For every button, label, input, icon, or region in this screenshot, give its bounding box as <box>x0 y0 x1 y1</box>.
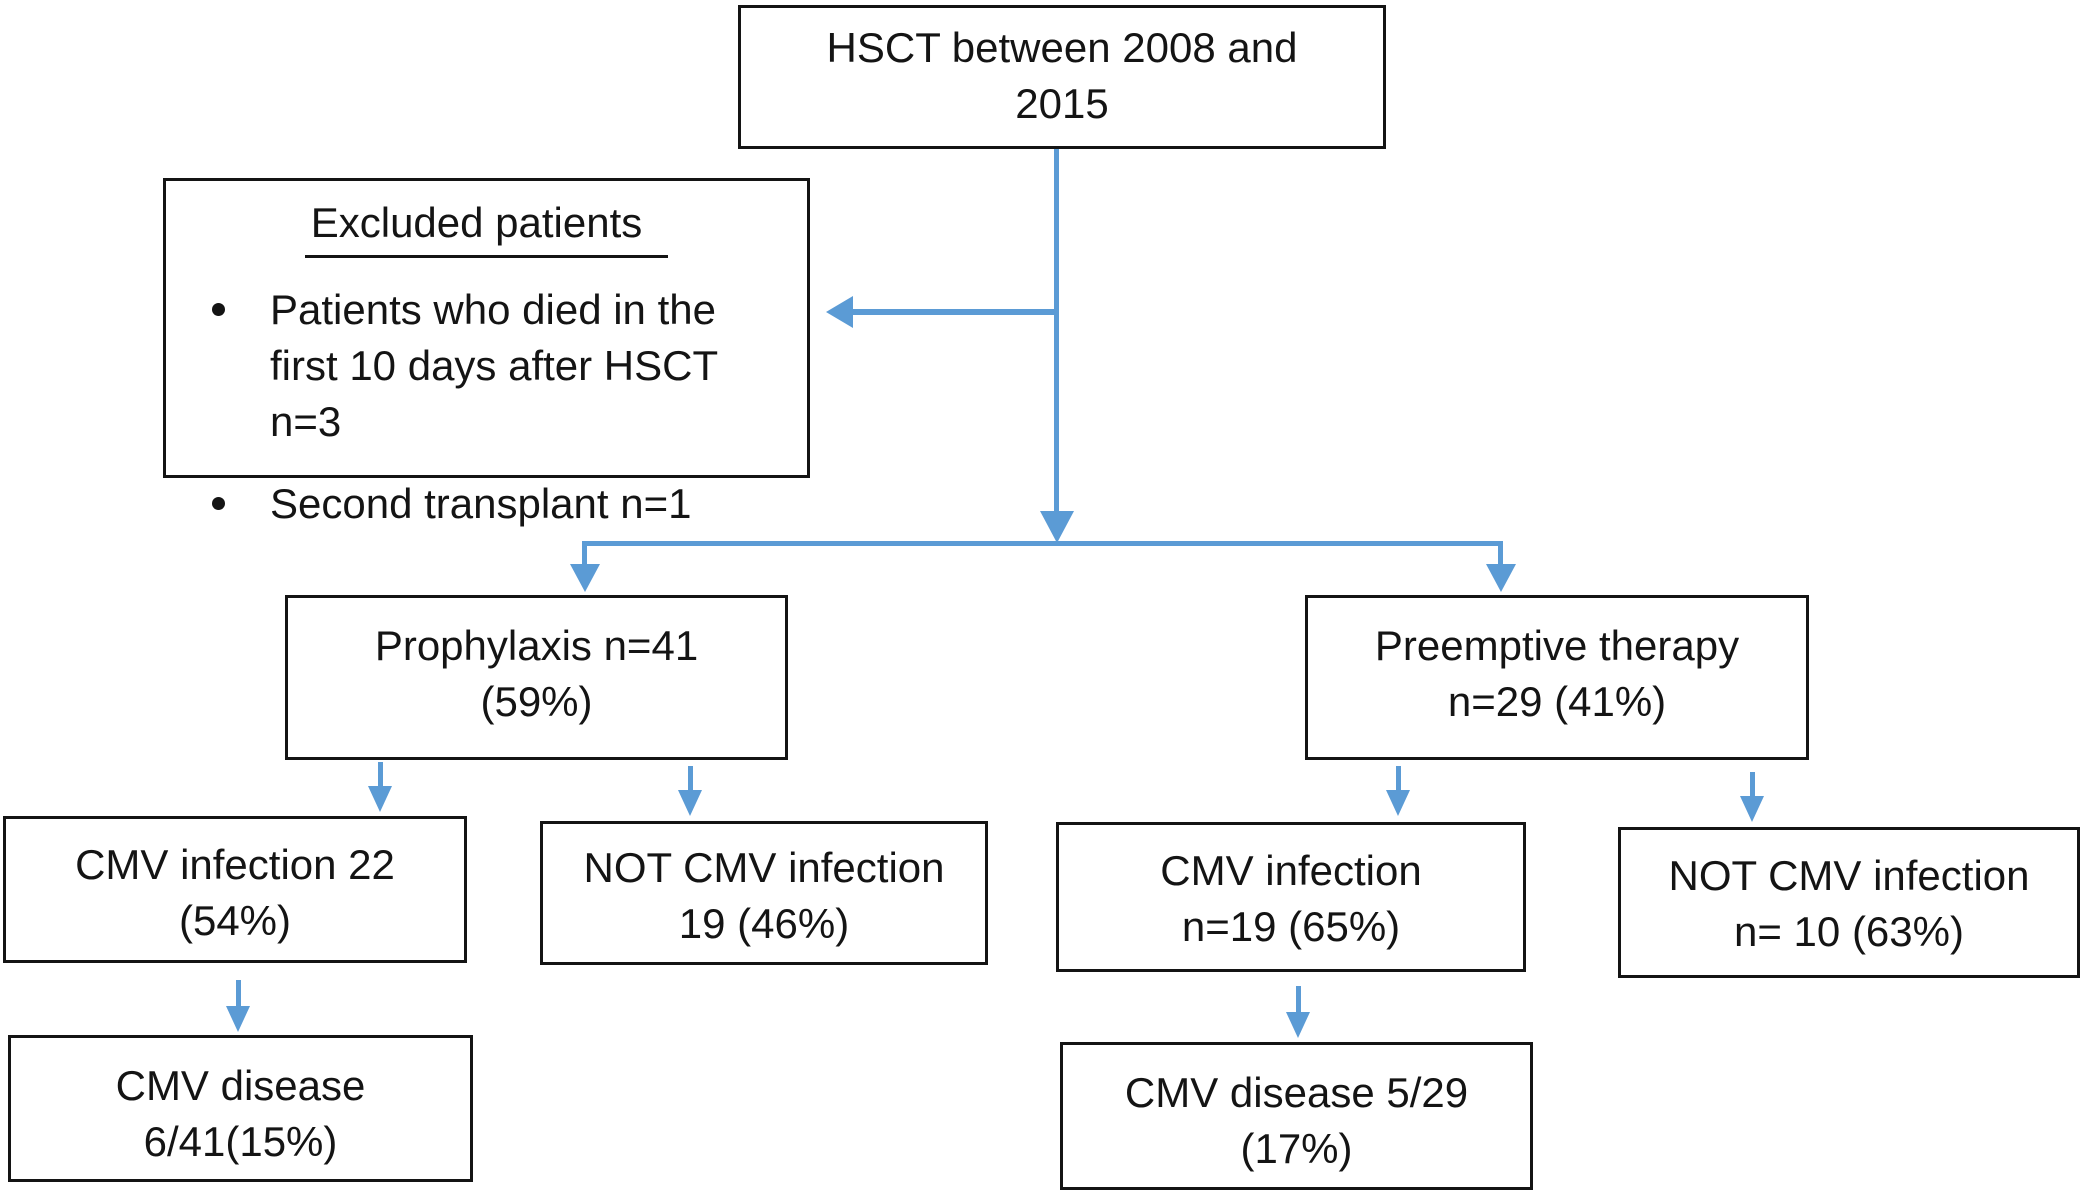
excluded-title-wrap: Excluded patients <box>166 195 807 258</box>
connector-branch-line <box>582 541 1503 546</box>
arrowhead-preemptive-to-not-cmv <box>1740 796 1764 822</box>
excluded-item-died-text: Patients who died in the first 10 days a… <box>270 286 718 445</box>
arrowhead-to-excluded <box>826 296 853 328</box>
cmv-infection-prophylaxis-line2: (54%) <box>178 897 292 944</box>
cmv-disease-preemptive-line1: CMV disease 5/29 <box>1124 1069 1469 1116</box>
hsct-box-line1: HSCT between 2008 and <box>826 24 1298 71</box>
connector-prophylaxis-to-cmv-stem <box>378 762 383 788</box>
arrowhead-branch-to-preemptive <box>1486 564 1516 592</box>
excluded-item-died: Patients who died in the first 10 days a… <box>212 282 748 450</box>
hsct-box: HSCT between 2008 and 2015 <box>738 5 1386 149</box>
connector-preemptive-to-cmv-stem <box>1396 766 1401 792</box>
cmv-disease-prophylaxis-box: CMV disease 6/41(15%) <box>8 1035 473 1182</box>
cmv-disease-preemptive-line2: (17%) <box>1240 1125 1353 1172</box>
connector-cmv-to-disease-left-stem <box>236 980 241 1008</box>
cmv-disease-prophylaxis-line1: CMV disease <box>115 1062 366 1109</box>
connector-cmv-to-disease-right-stem <box>1296 986 1301 1014</box>
arrowhead-cmv-to-disease-right <box>1286 1012 1310 1038</box>
not-cmv-infection-preemptive-line2: n= 10 (63%) <box>1734 908 1964 955</box>
not-cmv-infection-prophylaxis-box: NOT CMV infection 19 (46%) <box>540 821 988 965</box>
excluded-list: Patients who died in the first 10 days a… <box>166 282 807 532</box>
preemptive-therapy-box: Preemptive therapy n=29 (41%) <box>1305 595 1809 760</box>
prophylaxis-box-line2: (59%) <box>480 678 593 725</box>
not-cmv-infection-prophylaxis-line1: NOT CMV infection <box>583 844 945 891</box>
not-cmv-infection-preemptive-line1: NOT CMV infection <box>1668 852 2030 899</box>
connector-hsct-to-branch-stem <box>1054 149 1059 511</box>
cmv-infection-preemptive-line2: n=19 (65%) <box>1181 903 1401 950</box>
arrowhead-branch-to-prophylaxis <box>570 564 600 592</box>
not-cmv-infection-preemptive-box: NOT CMV infection n= 10 (63%) <box>1618 827 2080 978</box>
preemptive-box-line1: Preemptive therapy <box>1374 622 1740 669</box>
connector-preemptive-to-not-cmv-stem <box>1750 772 1755 798</box>
preemptive-box-line2: n=29 (41%) <box>1447 678 1667 725</box>
connector-prophylaxis-to-not-cmv-stem <box>688 766 693 792</box>
arrowhead-preemptive-to-cmv <box>1386 790 1410 816</box>
arrowhead-hsct-to-branch <box>1040 511 1074 543</box>
cmv-infection-prophylaxis-line1: CMV infection 22 <box>75 841 395 888</box>
excluded-item-second-transplant: Second transplant n=1 <box>212 476 748 532</box>
hsct-box-line2: 2015 <box>1015 80 1109 127</box>
arrowhead-prophylaxis-to-cmv <box>368 786 392 812</box>
cmv-disease-prophylaxis-line2: 6/41(15%) <box>143 1118 338 1165</box>
arrowhead-prophylaxis-to-not-cmv <box>678 790 702 816</box>
excluded-patients-box: Excluded patients Patients who died in t… <box>163 178 810 527</box>
cmv-infection-prophylaxis-box: CMV infection 22 (54%) <box>3 816 467 963</box>
connector-to-excluded-stem <box>852 309 1057 315</box>
cmv-infection-preemptive-box: CMV infection n=19 (65%) <box>1056 822 1526 972</box>
prophylaxis-box-line1: Prophylaxis n=41 <box>374 622 699 669</box>
excluded-title: Excluded patients <box>304 195 669 258</box>
not-cmv-infection-prophylaxis-line2: 19 (46%) <box>678 900 850 947</box>
cmv-disease-preemptive-box: CMV disease 5/29 (17%) <box>1060 1042 1533 1190</box>
connector-branch-to-preemptive-stem <box>1498 545 1503 566</box>
excluded-item-second-transplant-text: Second transplant n=1 <box>270 480 692 527</box>
prophylaxis-box: Prophylaxis n=41 (59%) <box>285 595 788 760</box>
connector-branch-to-prophylaxis-stem <box>582 545 587 566</box>
arrowhead-cmv-to-disease-left <box>226 1006 250 1032</box>
cmv-infection-preemptive-line1: CMV infection <box>1160 847 1422 894</box>
